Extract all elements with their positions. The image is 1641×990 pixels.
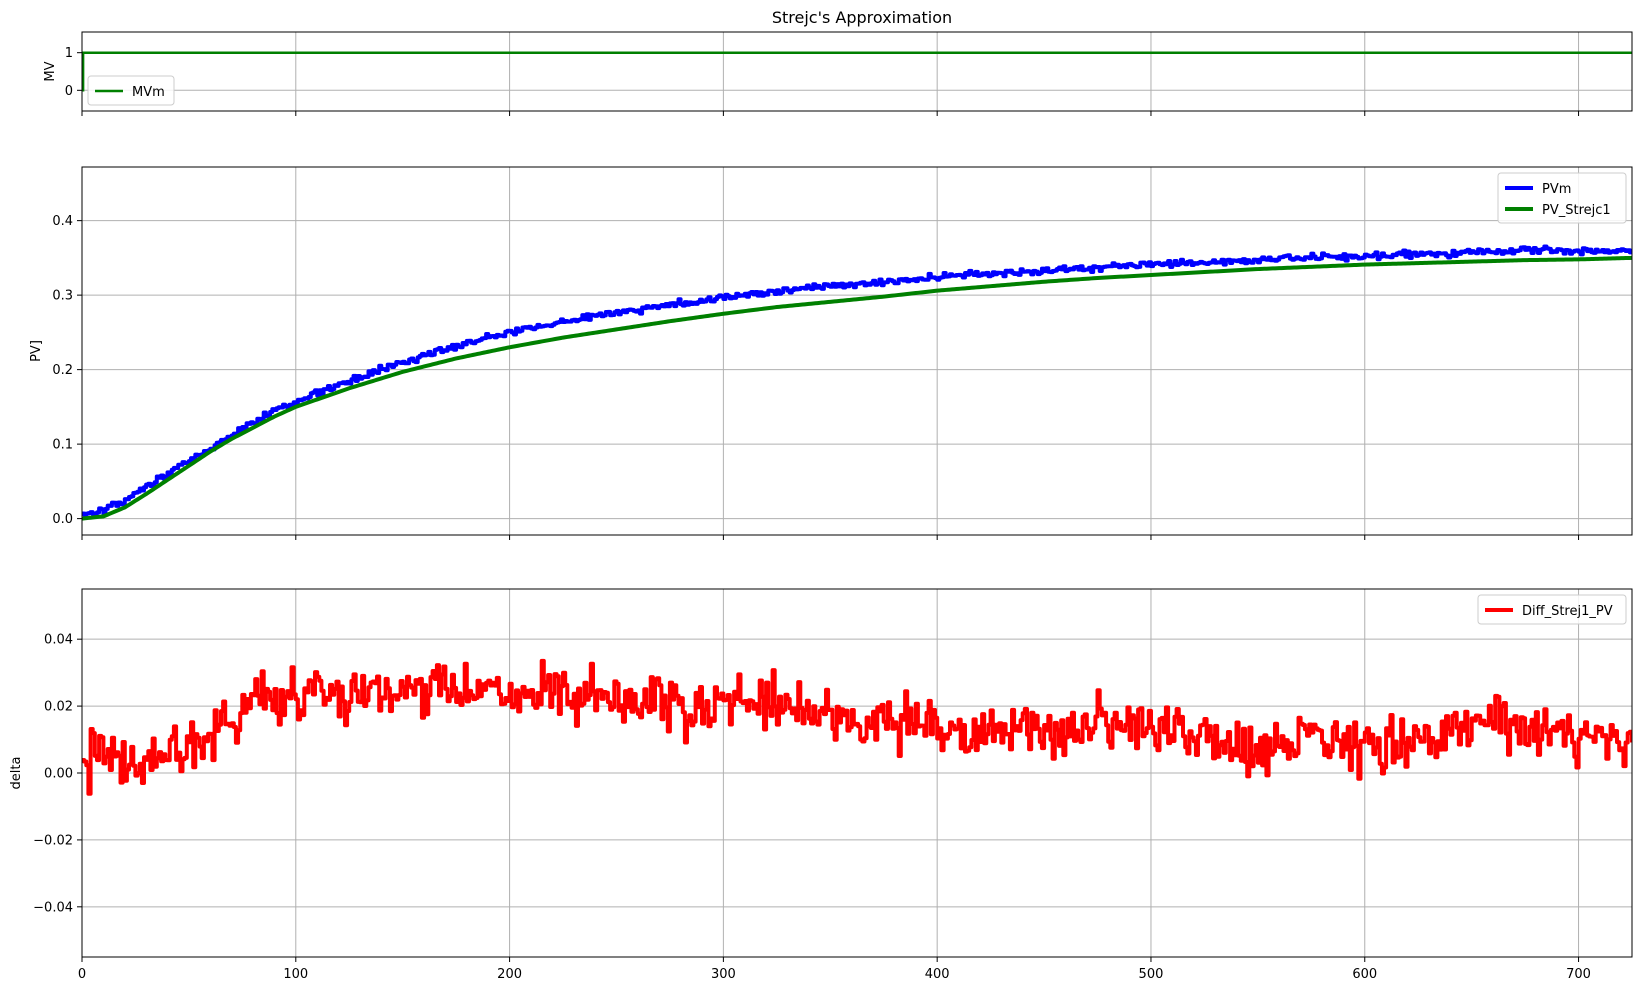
axes-frame: [82, 32, 1632, 111]
x-tick-label: 400: [925, 967, 950, 982]
series-group: [82, 661, 1632, 794]
x-tick-label: 700: [1566, 967, 1591, 982]
y-tick-label: −0.04: [33, 900, 73, 915]
y-tick-label: 0.3: [52, 289, 73, 304]
y-tick-label: 0.2: [52, 363, 73, 378]
y-axis-label: PV]: [29, 340, 44, 362]
panel-mv: 0 1 MV MVm: [43, 32, 1632, 116]
y-tick-label: 0.0: [52, 512, 73, 527]
x-tick-label: 600: [1352, 967, 1377, 982]
x-tick-label: 300: [711, 967, 736, 982]
y-tick-label: 0.4: [52, 214, 73, 229]
x-tick-label: 0: [78, 967, 86, 982]
y-tick-label: 1: [65, 46, 73, 61]
x-tick-label: 200: [497, 967, 522, 982]
y-tick-label: 0.00: [44, 767, 73, 782]
x-tick-label: 500: [1139, 967, 1164, 982]
y-tick-label: 0.1: [52, 438, 73, 453]
legend-label: PV_Strejc1: [1542, 203, 1611, 218]
series-line-MVm: [82, 53, 1632, 91]
chart-panels: 0 1 MV MVm 0.0 0.1 0.2 0.3 0.4 PV] PVm PV_Strejc1 0 1…: [9, 32, 1632, 982]
chart-title: Strejc's Approximation: [772, 8, 952, 27]
series-line-PVm: [82, 247, 1632, 515]
axes-frame: [82, 167, 1632, 535]
series-group: [82, 247, 1632, 519]
y-tick-label: 0: [65, 84, 73, 99]
y-tick-label: 0.02: [44, 700, 73, 715]
legend: PVm PV_Strejc1: [1498, 173, 1626, 223]
series-line-PV_Strejc1: [82, 258, 1632, 519]
panel-pv: 0.0 0.1 0.2 0.3 0.4 PV] PVm PV_Strejc1: [29, 167, 1632, 540]
legend-label: PVm: [1542, 182, 1571, 197]
legend-label: MVm: [132, 85, 165, 100]
series-line-Diff_Strej1_PV: [82, 661, 1632, 794]
panel-delta: 0 100 200 300 400 500 600 700 −0.04 −0.02 0.00 0.02…: [9, 589, 1632, 982]
legend: MVm: [88, 76, 174, 105]
legend: Diff_Strej1_PV: [1478, 595, 1626, 624]
y-tick-label: 0.04: [44, 633, 73, 648]
legend-label: Diff_Strej1_PV: [1522, 604, 1613, 619]
series-group: [82, 53, 1632, 91]
y-axis-label: MV: [43, 61, 58, 81]
y-tick-label: −0.02: [33, 833, 73, 848]
y-axis-label: delta: [9, 757, 24, 790]
x-tick-label: 100: [283, 967, 308, 982]
